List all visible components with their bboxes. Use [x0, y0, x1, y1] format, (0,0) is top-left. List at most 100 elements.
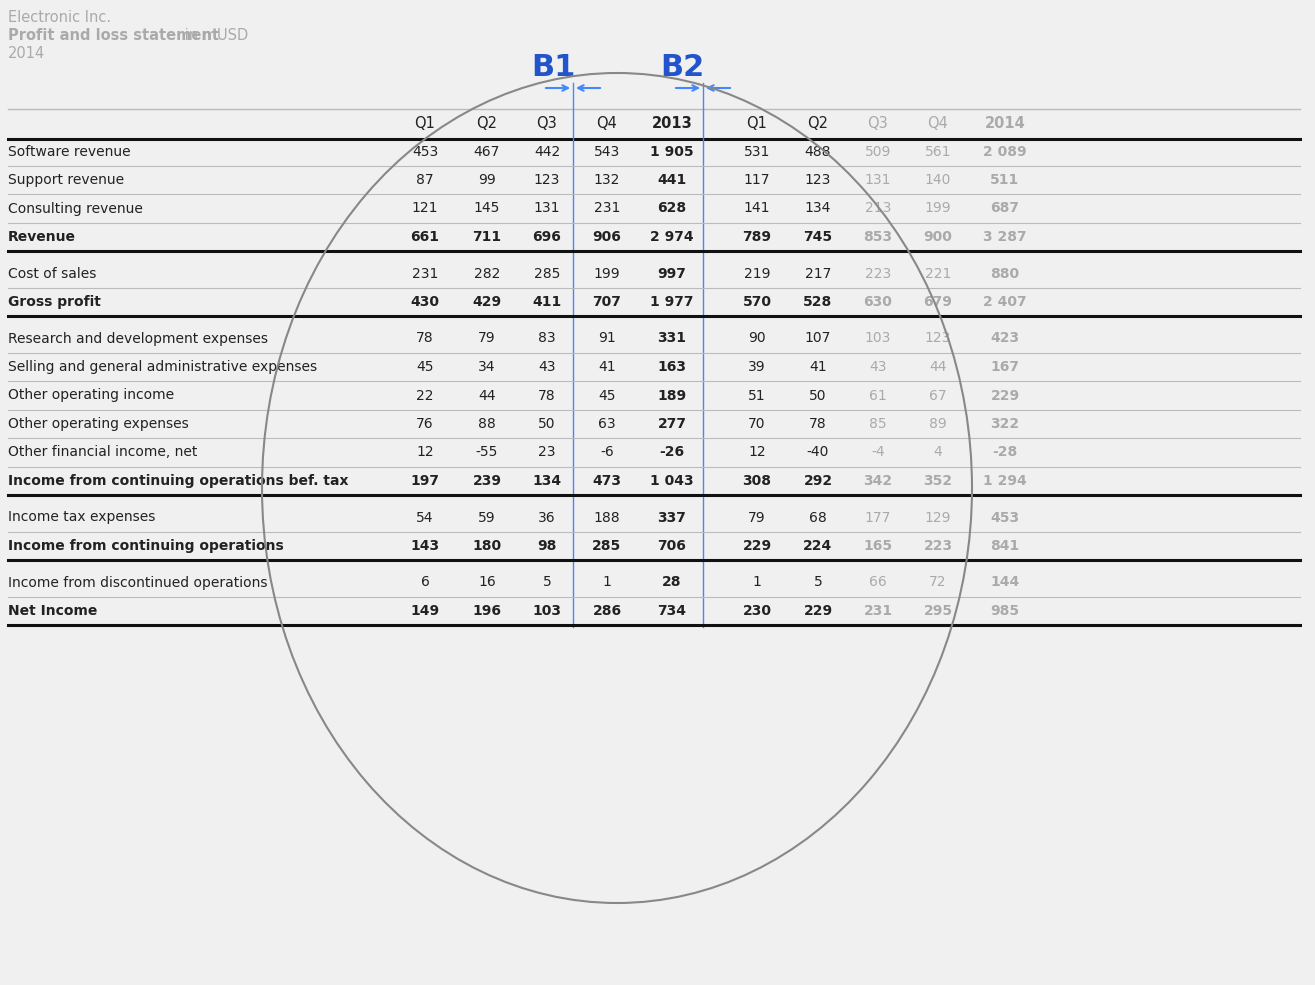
Text: 70: 70	[748, 417, 765, 431]
Text: 145: 145	[473, 202, 500, 216]
Text: 177: 177	[865, 510, 892, 524]
Text: 44: 44	[930, 360, 947, 374]
Text: 123: 123	[924, 332, 951, 346]
Text: 2 089: 2 089	[984, 145, 1027, 159]
Text: 83: 83	[538, 332, 556, 346]
Text: 430: 430	[410, 295, 439, 309]
Text: 54: 54	[417, 510, 434, 524]
Text: 5: 5	[814, 575, 822, 589]
Text: 224: 224	[803, 539, 832, 553]
Text: 906: 906	[593, 230, 622, 244]
Text: Q1: Q1	[747, 115, 768, 130]
Text: 352: 352	[923, 474, 952, 488]
Text: 231: 231	[864, 604, 893, 618]
Text: 134: 134	[805, 202, 831, 216]
Text: Research and development expenses: Research and development expenses	[8, 332, 268, 346]
Text: 134: 134	[533, 474, 562, 488]
Text: 1 905: 1 905	[650, 145, 694, 159]
Text: 144: 144	[990, 575, 1019, 589]
Text: Income from continuing operations: Income from continuing operations	[8, 539, 284, 553]
Text: 509: 509	[865, 145, 892, 159]
Text: 199: 199	[924, 202, 951, 216]
Text: 189: 189	[658, 388, 686, 403]
Text: 841: 841	[990, 539, 1019, 553]
Text: 143: 143	[410, 539, 439, 553]
Text: 72: 72	[930, 575, 947, 589]
Text: 880: 880	[990, 267, 1019, 281]
Text: Selling and general administrative expenses: Selling and general administrative expen…	[8, 360, 317, 374]
Text: 2 407: 2 407	[984, 295, 1027, 309]
Text: 140: 140	[924, 173, 951, 187]
Text: 91: 91	[598, 332, 615, 346]
Text: 107: 107	[805, 332, 831, 346]
Text: 2 974: 2 974	[650, 230, 694, 244]
Text: 63: 63	[598, 417, 615, 431]
Text: 123: 123	[805, 173, 831, 187]
Text: 239: 239	[472, 474, 501, 488]
Text: Q1: Q1	[414, 115, 435, 130]
Text: Q2: Q2	[807, 115, 828, 130]
Text: 121: 121	[412, 202, 438, 216]
Text: 628: 628	[658, 202, 686, 216]
Text: Other operating income: Other operating income	[8, 388, 174, 403]
Text: Electronic Inc.: Electronic Inc.	[8, 10, 112, 25]
Text: Cost of sales: Cost of sales	[8, 267, 96, 281]
Text: 180: 180	[472, 539, 501, 553]
Text: in mUSD: in mUSD	[180, 28, 249, 43]
Text: 900: 900	[923, 230, 952, 244]
Text: 103: 103	[533, 604, 562, 618]
Text: 745: 745	[803, 230, 832, 244]
Text: 630: 630	[864, 295, 893, 309]
Text: Net Income: Net Income	[8, 604, 97, 618]
Text: 76: 76	[416, 417, 434, 431]
Text: 488: 488	[805, 145, 831, 159]
Text: Revenue: Revenue	[8, 230, 76, 244]
Text: 89: 89	[930, 417, 947, 431]
Text: 528: 528	[803, 295, 832, 309]
Text: Q4: Q4	[927, 115, 948, 130]
Text: -28: -28	[993, 445, 1018, 459]
Text: Q3: Q3	[868, 115, 889, 130]
Text: 213: 213	[865, 202, 892, 216]
Text: 1: 1	[752, 575, 761, 589]
Text: 2013: 2013	[652, 115, 693, 130]
Text: 117: 117	[744, 173, 771, 187]
Text: 98: 98	[538, 539, 556, 553]
Text: 322: 322	[990, 417, 1019, 431]
Text: 429: 429	[472, 295, 501, 309]
Text: 44: 44	[479, 388, 496, 403]
Text: 1 294: 1 294	[984, 474, 1027, 488]
Text: -6: -6	[600, 445, 614, 459]
Text: Other financial income, net: Other financial income, net	[8, 445, 197, 459]
Text: 123: 123	[534, 173, 560, 187]
Text: 6: 6	[421, 575, 430, 589]
Text: Support revenue: Support revenue	[8, 173, 124, 187]
Text: 467: 467	[473, 145, 500, 159]
Text: 131: 131	[534, 202, 560, 216]
Text: 196: 196	[472, 604, 501, 618]
Text: 217: 217	[805, 267, 831, 281]
Text: 707: 707	[593, 295, 622, 309]
Text: Income from discontinued operations: Income from discontinued operations	[8, 575, 267, 589]
Text: 679: 679	[923, 295, 952, 309]
Text: 706: 706	[658, 539, 686, 553]
Text: 295: 295	[923, 604, 952, 618]
Text: 12: 12	[416, 445, 434, 459]
Text: 99: 99	[479, 173, 496, 187]
Text: 661: 661	[410, 230, 439, 244]
Text: 1: 1	[602, 575, 611, 589]
Text: 473: 473	[593, 474, 622, 488]
Text: 285: 285	[534, 267, 560, 281]
Text: 88: 88	[479, 417, 496, 431]
Text: 50: 50	[809, 388, 827, 403]
Text: 2014: 2014	[8, 46, 45, 61]
Text: 45: 45	[598, 388, 615, 403]
Text: 442: 442	[534, 145, 560, 159]
Text: 453: 453	[412, 145, 438, 159]
Text: 3 287: 3 287	[984, 230, 1027, 244]
Text: 68: 68	[809, 510, 827, 524]
Text: 28: 28	[663, 575, 681, 589]
Text: 231: 231	[412, 267, 438, 281]
Text: 5: 5	[543, 575, 551, 589]
Text: 167: 167	[990, 360, 1019, 374]
